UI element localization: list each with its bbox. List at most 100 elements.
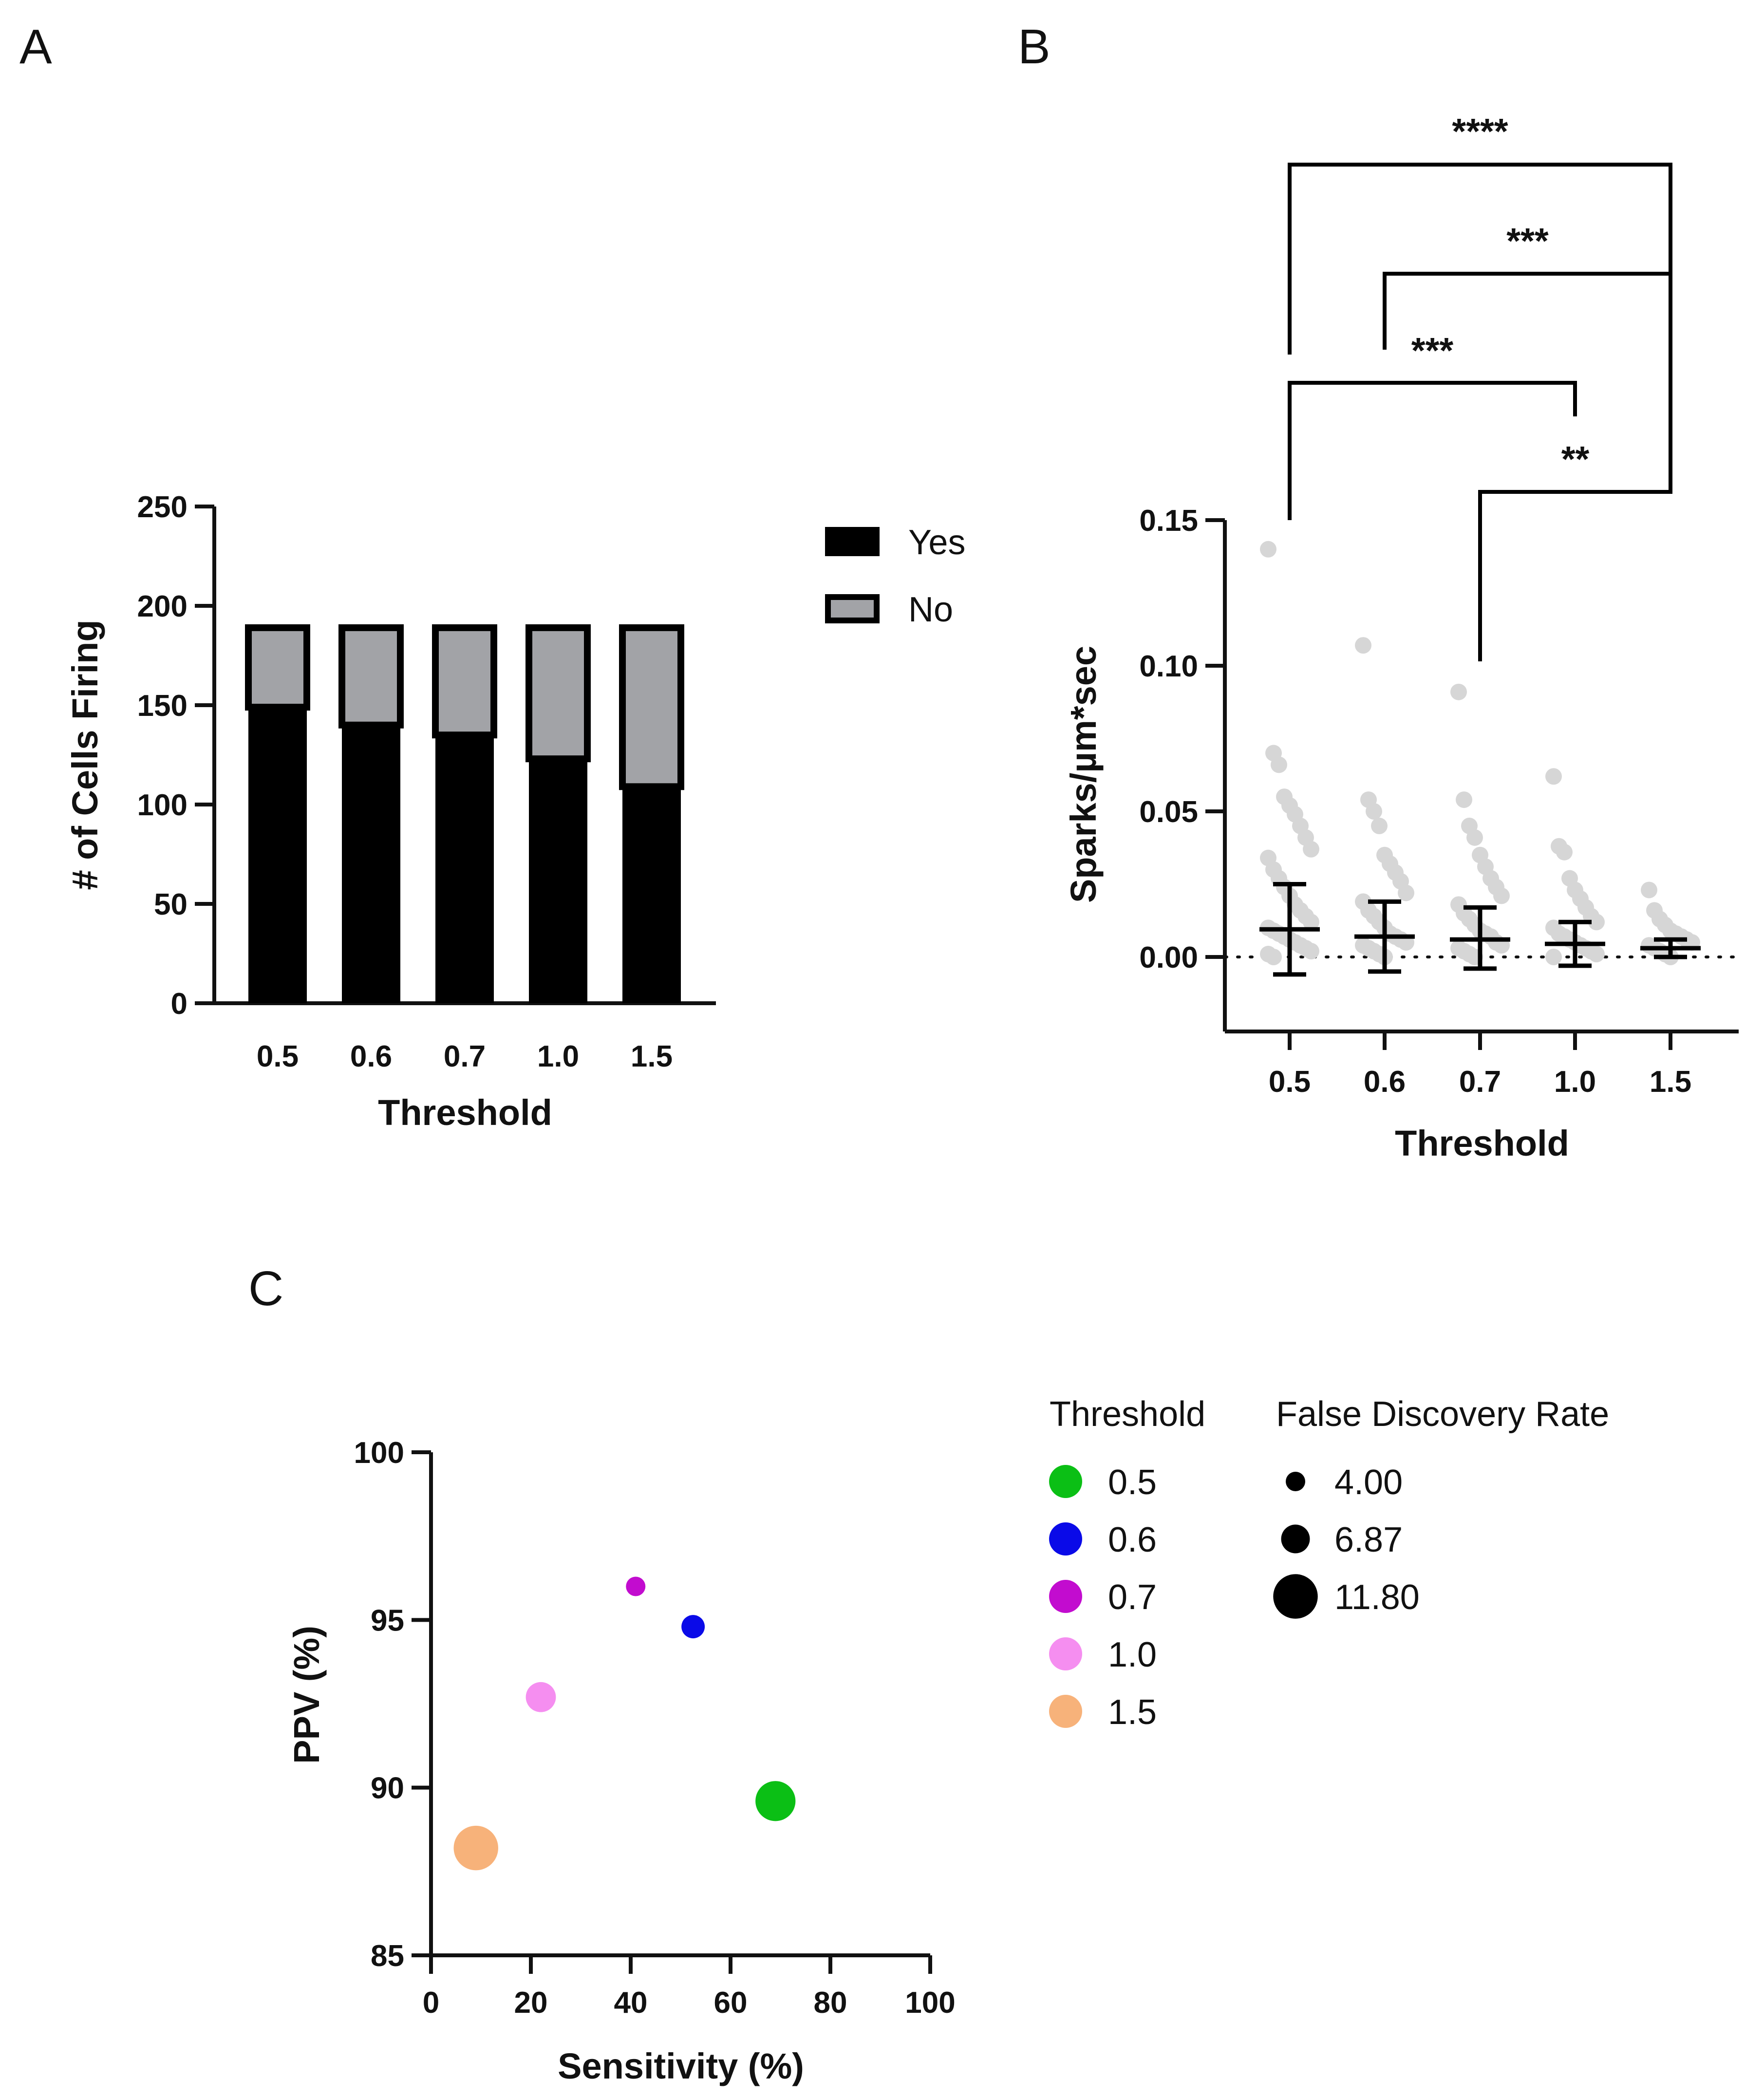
bar-yes-segment bbox=[248, 707, 307, 1003]
legend-threshold-marker bbox=[1049, 1695, 1082, 1728]
significance-bracket bbox=[1288, 163, 1672, 464]
panel-label-a: A bbox=[19, 19, 52, 74]
legend-fdr-label: 11.80 bbox=[1334, 1578, 1420, 1617]
legend-fdr-marker bbox=[1281, 1524, 1310, 1554]
data-point bbox=[1303, 914, 1319, 931]
data-point bbox=[1271, 756, 1287, 773]
legend-threshold-marker bbox=[1049, 1522, 1082, 1556]
x-axis-title: Threshold bbox=[1395, 1123, 1569, 1163]
data-point bbox=[1545, 949, 1562, 965]
panel-label-c: C bbox=[248, 1261, 283, 1316]
legend-fdr-marker bbox=[1286, 1472, 1305, 1491]
y-tick-label: 150 bbox=[137, 689, 188, 723]
data-point bbox=[1371, 817, 1388, 834]
x-tick-label: 0 bbox=[423, 1986, 439, 2020]
legend-threshold-label: 0.5 bbox=[1108, 1463, 1157, 1502]
data-point bbox=[1260, 541, 1276, 558]
y-tick-label: 85 bbox=[371, 1939, 404, 1973]
x-tick-label: 1.5 bbox=[1650, 1065, 1691, 1099]
data-point bbox=[755, 1781, 796, 1821]
legend-threshold-marker bbox=[1049, 1637, 1082, 1670]
bar-yes-segment bbox=[622, 787, 681, 1003]
x-tick-label: 40 bbox=[614, 1986, 648, 2020]
significance-bracket bbox=[1478, 464, 1672, 661]
data-point bbox=[1466, 829, 1483, 846]
legend-threshold-label: 0.7 bbox=[1108, 1578, 1157, 1617]
significance-bracket bbox=[1288, 381, 1577, 520]
x-tick-label: 0.5 bbox=[257, 1040, 299, 1073]
x-tick-label: 0.5 bbox=[1269, 1065, 1311, 1099]
significance-label: **** bbox=[1452, 111, 1508, 151]
data-point bbox=[1265, 949, 1282, 965]
data-point bbox=[1588, 914, 1605, 931]
x-tick-label: 1.5 bbox=[631, 1040, 673, 1073]
data-point bbox=[1355, 637, 1371, 654]
y-tick-label: 250 bbox=[137, 490, 188, 524]
data-point bbox=[1303, 943, 1319, 960]
data-point bbox=[1303, 841, 1319, 858]
y-axis-title: # of Cells Firing bbox=[65, 619, 105, 890]
x-tick-label: 1.0 bbox=[1554, 1065, 1596, 1099]
x-axis-title: Threshold bbox=[378, 1092, 552, 1133]
data-point bbox=[1493, 887, 1510, 904]
legend-threshold-marker bbox=[1049, 1465, 1082, 1498]
x-tick-label: 60 bbox=[714, 1986, 748, 2020]
bar-no-segment bbox=[432, 624, 497, 739]
bar-no-segment bbox=[245, 624, 310, 711]
y-tick-label: 100 bbox=[137, 788, 188, 822]
y-tick-label: 0.15 bbox=[1139, 504, 1198, 538]
legend-threshold-label: 1.5 bbox=[1108, 1693, 1157, 1732]
legend-fdr-label: 4.00 bbox=[1334, 1463, 1403, 1502]
y-tick-label: 0.00 bbox=[1139, 941, 1198, 975]
x-tick-label: 0.7 bbox=[1459, 1065, 1501, 1099]
significance-bracket bbox=[1383, 272, 1672, 464]
bar-yes-segment bbox=[435, 735, 494, 1003]
bar-no-segment bbox=[619, 624, 684, 790]
y-axis-title: PPV (%) bbox=[286, 1626, 327, 1764]
panel-label-b: B bbox=[1018, 19, 1051, 74]
significance-label: ** bbox=[1561, 439, 1590, 479]
panel-c-bubble-scatter: 85 90 95 100 0 20 40 60 80 100 Sensitivity (%) PPV … bbox=[286, 1395, 1609, 2086]
data-point bbox=[681, 1615, 705, 1639]
data-point bbox=[626, 1576, 646, 1596]
data-point bbox=[1450, 683, 1467, 700]
data-point bbox=[1641, 881, 1657, 899]
y-tick-label: 0.05 bbox=[1139, 795, 1198, 829]
x-axis-title: Sensitivity (%) bbox=[558, 2046, 804, 2086]
panel-b-dot-plot: 0.000.050.100.150.5 0.6 0.7 1.0 1.5*********… bbox=[1063, 111, 1740, 1163]
legend-swatch bbox=[825, 594, 880, 623]
y-tick-label: 100 bbox=[354, 1436, 404, 1470]
y-tick-label: 200 bbox=[137, 590, 188, 623]
panel-a-stacked-bar-chart: 0 50 100 150 200 250 0.5 0.6 0.7 1.0 1.5 Threshold #… bbox=[65, 490, 965, 1133]
legend-label: Yes bbox=[908, 523, 965, 562]
legend-threshold-label: 0.6 bbox=[1108, 1520, 1157, 1559]
legend-fdr-title: False Discovery Rate bbox=[1276, 1395, 1609, 1434]
bar-yes-segment bbox=[342, 725, 400, 1003]
x-tick-label: 0.6 bbox=[1364, 1065, 1406, 1099]
data-point bbox=[1545, 768, 1562, 785]
bar-no-segment bbox=[525, 624, 591, 763]
data-point bbox=[1366, 803, 1382, 820]
y-axis-title: Sparks/µm*sec bbox=[1063, 646, 1104, 903]
legend-label: No bbox=[908, 590, 953, 629]
data-point bbox=[1398, 884, 1414, 901]
y-tick-label: 95 bbox=[371, 1604, 404, 1637]
data-point bbox=[1556, 843, 1573, 861]
y-tick-label: 0.10 bbox=[1139, 650, 1198, 683]
legend-fdr-label: 6.87 bbox=[1334, 1520, 1403, 1559]
significance-label: *** bbox=[1411, 330, 1454, 371]
bar-yes-segment bbox=[529, 759, 587, 1003]
data-point bbox=[453, 1825, 498, 1871]
legend-threshold-title: Threshold bbox=[1050, 1395, 1205, 1434]
x-tick-label: 1.0 bbox=[537, 1040, 579, 1073]
significance-label: *** bbox=[1506, 221, 1549, 261]
data-point bbox=[525, 1682, 556, 1712]
legend-threshold-marker bbox=[1049, 1580, 1082, 1613]
x-tick-label: 0.6 bbox=[350, 1040, 392, 1073]
x-tick-label: 0.7 bbox=[444, 1040, 486, 1073]
y-tick-label: 50 bbox=[154, 888, 188, 921]
x-tick-label: 100 bbox=[905, 1986, 955, 2020]
bar-no-segment bbox=[338, 624, 404, 729]
legend-threshold-label: 1.0 bbox=[1108, 1635, 1157, 1674]
